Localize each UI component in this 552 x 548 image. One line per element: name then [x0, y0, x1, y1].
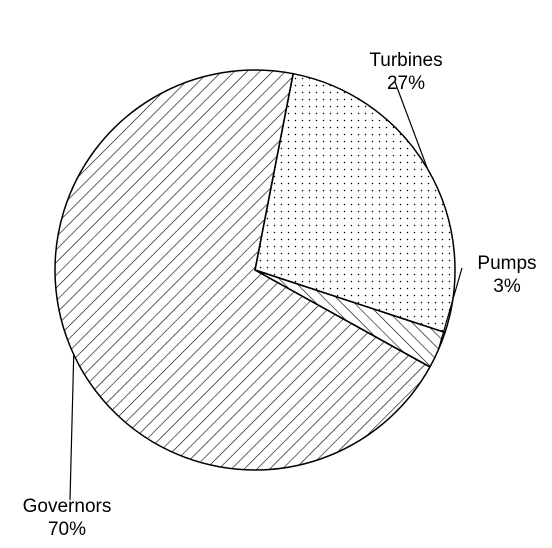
leader-line-governors [69, 354, 75, 501]
pie-slice-turbines [254, 72, 456, 334]
leader-line-pumps [437, 267, 463, 351]
slice-label-pumps: Pumps 3% [464, 252, 550, 298]
slice-name-governors: Governors [22, 496, 112, 517]
slice-value-turbines: 27% [386, 73, 426, 94]
slice-label-turbines: Turbines 27% [352, 49, 460, 95]
pie-slice-governors [54, 69, 431, 471]
slice-value-pumps: 3% [493, 276, 521, 297]
slice-label-governors: Governors 70% [2, 495, 132, 541]
leader-line-turbines [394, 81, 429, 170]
slice-name-pumps: Pumps [477, 253, 537, 274]
slice-name-turbines: Turbines [369, 50, 443, 71]
slice-value-governors: 70% [47, 519, 87, 540]
